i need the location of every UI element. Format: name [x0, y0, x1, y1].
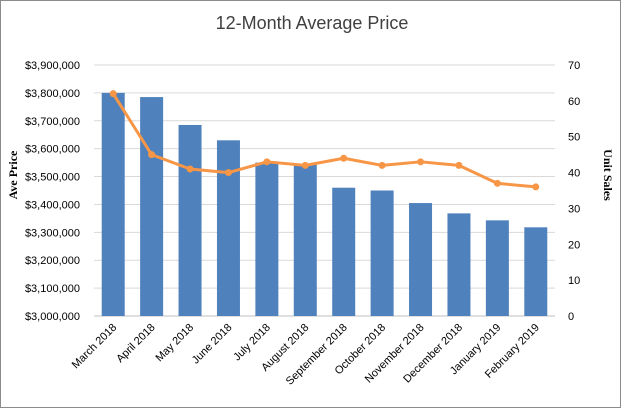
bar [255, 162, 279, 316]
x-tick-label: June 2018 [190, 322, 235, 367]
right-tick-label: 40 [568, 168, 580, 180]
left-axis-title: Ave Price [6, 150, 20, 199]
left-tick-label: $3,400,000 [25, 199, 80, 211]
line-point [148, 151, 156, 159]
line-series [109, 90, 540, 191]
bar [485, 220, 509, 316]
bar [293, 164, 317, 316]
left-tick-label: $3,500,000 [25, 172, 80, 184]
right-tick-label: 60 [568, 96, 580, 108]
bar [332, 187, 356, 316]
line-point [263, 158, 271, 166]
line-point [532, 183, 540, 191]
right-tick-label: 0 [568, 311, 574, 323]
left-tick-label: $3,000,000 [25, 311, 80, 323]
line-point [340, 154, 348, 162]
left-tick-label: $3,800,000 [25, 88, 80, 100]
line-point [378, 161, 386, 169]
x-tick-label: April 2018 [114, 322, 158, 366]
right-tick-label: 30 [568, 203, 580, 215]
left-tick-label: $3,600,000 [25, 144, 80, 156]
bar [101, 92, 125, 316]
bar [178, 124, 202, 316]
bar [524, 227, 548, 316]
line-point [109, 90, 117, 98]
bar [409, 203, 433, 316]
bar [216, 140, 240, 316]
left-tick-label: $3,300,000 [25, 227, 80, 239]
line-point [455, 161, 463, 169]
right-tick-label: 70 [568, 60, 580, 72]
line-point [186, 165, 194, 173]
left-tick-label: $3,900,000 [25, 60, 80, 72]
left-tick-label: $3,200,000 [25, 255, 80, 267]
left-axis-ticks: $3,000,000 $3,100,000 $3,200,000 $3,300,000… [25, 60, 80, 323]
right-axis-title: Unit Sales [601, 149, 615, 201]
x-tick-label: March 2018 [70, 322, 120, 372]
gridlines [94, 64, 555, 317]
chart-title: 12-Month Average Price [216, 13, 409, 33]
line-point [224, 169, 232, 177]
right-axis-ticks: 0 10 20 30 40 50 60 70 [568, 60, 580, 323]
line-point [493, 179, 501, 187]
right-tick-label: 50 [568, 132, 580, 144]
left-tick-label: $3,700,000 [25, 116, 80, 128]
line-path [111, 92, 536, 189]
bar [140, 97, 164, 316]
bar [447, 213, 471, 316]
bar [370, 190, 394, 316]
line-point [301, 161, 309, 169]
line-point [417, 158, 425, 166]
right-tick-label: 10 [568, 275, 580, 287]
bar-series [101, 92, 548, 316]
right-tick-label: 20 [568, 239, 580, 251]
left-tick-label: $3,100,000 [25, 283, 80, 295]
